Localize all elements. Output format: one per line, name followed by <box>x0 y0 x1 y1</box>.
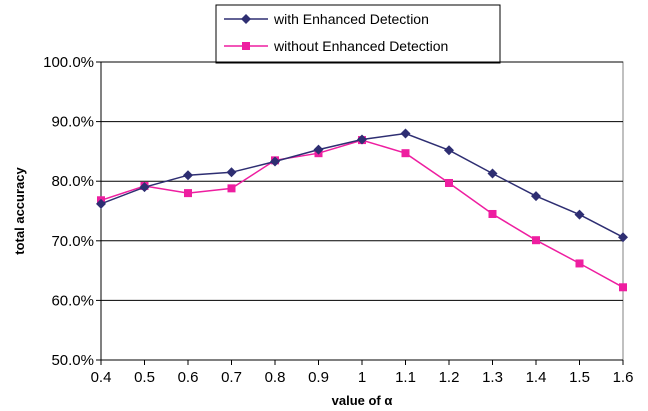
series-layer <box>96 128 628 292</box>
y-tick-label: 50.0% <box>51 352 94 369</box>
x-tick-label: 1.5 <box>569 369 590 386</box>
data-point <box>357 134 367 145</box>
y-tick-label: 60.0% <box>51 292 94 309</box>
data-point <box>619 283 627 292</box>
y-tick-label: 90.0% <box>51 114 94 131</box>
x-tick-labels: 0.4 0.5 0.6 0.7 0.8 0.9 1 1.1 1.2 1.3 1.4 1.5 1.6 <box>91 369 634 386</box>
y-tick-label: 100.0% <box>43 54 94 71</box>
data-point <box>531 191 541 202</box>
x-tick-label: 0.8 <box>265 369 286 386</box>
data-point <box>183 170 193 181</box>
legend: with Enhanced Detection without Enhanced… <box>215 4 501 64</box>
axes <box>100 62 624 365</box>
x-tick-label: 1.2 <box>439 369 460 386</box>
data-point <box>226 167 237 178</box>
legend-entry-without-enhanced-detection: without Enhanced Detection <box>224 38 448 54</box>
x-tick-label: 0.9 <box>308 369 329 386</box>
legend-square-marker <box>242 42 250 50</box>
data-point <box>96 198 106 209</box>
data-point <box>227 184 236 193</box>
x-tick-label: 0.7 <box>221 369 242 386</box>
data-point <box>270 156 280 167</box>
data-point <box>618 232 628 243</box>
x-tick-label: 1.4 <box>526 369 547 386</box>
legend-entry-with-enhanced-detection: with Enhanced Detection <box>224 11 429 27</box>
y-tick-label: 70.0% <box>51 233 94 250</box>
x-tick-label: 0.5 <box>134 369 155 386</box>
legend-label-without-enhanced-detection: without Enhanced Detection <box>273 38 448 54</box>
data-point <box>444 145 454 156</box>
x-tick-label: 0.6 <box>178 369 199 386</box>
gridlines <box>96 61 623 361</box>
x-tick-label: 1 <box>358 369 366 386</box>
data-point <box>184 189 192 198</box>
x-tick-label: 1.3 <box>482 369 503 386</box>
data-point <box>532 236 540 245</box>
data-point <box>401 149 410 158</box>
data-point <box>400 128 411 139</box>
data-point <box>139 182 150 193</box>
series-with-enhanced-detection <box>96 128 628 243</box>
data-point <box>445 178 453 187</box>
x-tick-label: 0.4 <box>91 369 112 386</box>
data-point <box>313 144 324 155</box>
y-tick-labels: 50.0% 60.0% 70.0% 80.0% 90.0% 100.0% <box>43 54 94 369</box>
legend-box <box>215 4 501 64</box>
data-point <box>487 168 498 179</box>
x-axis-title: value of α <box>332 393 393 408</box>
y-tick-label: 80.0% <box>51 173 94 190</box>
x-tick-label: 1.6 <box>613 369 634 386</box>
legend-diamond-marker <box>241 14 251 24</box>
data-point <box>574 209 585 220</box>
data-point <box>488 209 497 218</box>
legend-label-with-enhanced-detection: with Enhanced Detection <box>273 11 429 27</box>
data-point <box>575 259 584 268</box>
y-axis-title: total accuracy <box>12 167 27 255</box>
x-tick-label: 1.1 <box>395 369 416 386</box>
